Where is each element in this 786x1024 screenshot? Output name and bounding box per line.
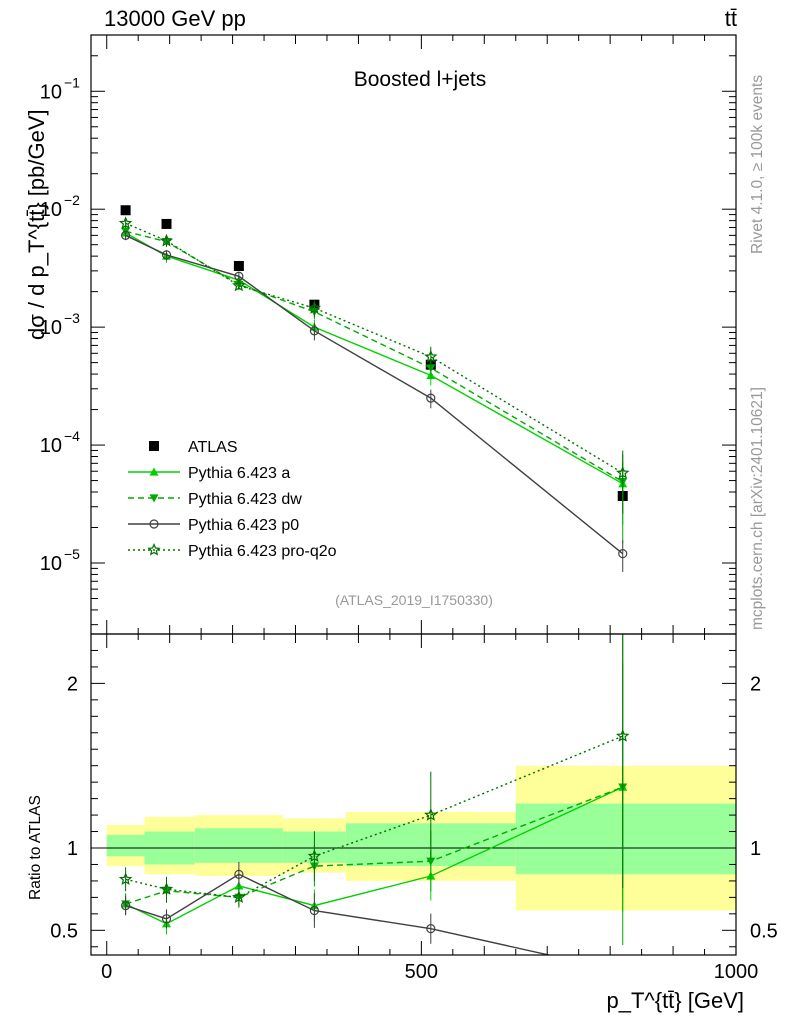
ratio-panel-series (118, 634, 630, 955)
band-green-bin (515, 803, 736, 875)
analysis-tag: (ATLAS_2019_I1750330) (335, 592, 493, 608)
band-green-bin (106, 834, 145, 857)
plot-title: Boosted l+jets (354, 68, 487, 91)
ratio-point-pythia-6-423-pro-q2o (232, 890, 246, 904)
point-pythia-6-423-pro-q2o (118, 216, 133, 229)
xtick-label: 0 (101, 961, 112, 983)
point-pythia-6-423-pro-q2o (232, 278, 246, 292)
xtick-label: 1000 (714, 961, 759, 983)
bottom-ytick-label-right: 2 (750, 673, 761, 695)
top-ytick-label-exponent: −3 (64, 310, 80, 326)
ratio-point-pythia-6-423-pro-q2o (424, 808, 438, 821)
point-pythia-6-423-p0 (426, 393, 436, 403)
legend: ATLAS Pythia 6.423 a Pythia 6.423 dw Pythia… (128, 439, 337, 560)
top-ytick-label: 10 (40, 435, 62, 457)
side-text-mcplots: mcplots.cern.ch [arXiv:2401.10621] (749, 387, 766, 630)
point-pythia-6-423-p0 (309, 326, 319, 336)
ratio-point-pythia-6-423-pro-q2o (615, 729, 630, 742)
series-line-pythia-6-423-pro-q2o (125, 222, 624, 474)
top-ylabel: dσ / d p_T^{tt̄} [pb/GeV] (24, 109, 49, 340)
ratio-point-pythia-6-423-pro-q2o (118, 872, 133, 885)
top-ytick-label: 10 (40, 199, 62, 221)
legend-marker-pythia-6-423-p0 (149, 519, 159, 529)
ratio-point-pythia-6-423-p0 (234, 869, 244, 879)
legend-marker-pythia-6-423-pro-q2o (147, 542, 161, 556)
header-energy: 13000 GeV pp (104, 6, 246, 31)
legend-label-pythia-6-423-a: Pythia 6.423 a (188, 465, 290, 482)
ratio-point-pythia-6-423-pro-q2o (159, 882, 174, 895)
legend-label-pythia-6-423-dw: Pythia 6.423 dw (188, 491, 302, 508)
legend-label-pythia-6-423-pro-q2o: Pythia 6.423 pro-q2o (188, 543, 337, 560)
header-process: tt̄ (725, 6, 737, 31)
bottom-ytick-label: 1 (67, 838, 78, 860)
top-ytick-label: 10 (40, 553, 62, 575)
ratio-point-pythia-6-423-p0 (121, 901, 131, 911)
ratio-point-pythia-6-423-pro-q2o (307, 849, 322, 862)
top-ytick-label: 10 (40, 81, 62, 103)
legend-marker-pythia-6-423-a (149, 467, 159, 476)
point-atlas (120, 205, 131, 216)
ratio-line-pythia-6-423-pro-q2o (125, 735, 623, 899)
band-green-bin (194, 828, 283, 863)
bottom-ytick-label: 2 (67, 673, 78, 695)
bottom-ytick-label-right: 0.5 (750, 920, 778, 942)
ratio-point-pythia-6-423-p0 (161, 914, 172, 924)
bottom-ylabel: Ratio to ATLAS (27, 795, 44, 900)
bottom-ytick-label-right: 1 (750, 838, 761, 860)
series-line-pythia-6-423-dw (125, 230, 624, 483)
point-pythia-6-423-pro-q2o (159, 233, 174, 247)
legend-label-pythia-6-423-p0: Pythia 6.423 p0 (188, 517, 299, 534)
point-pythia-6-423-p0 (121, 230, 131, 240)
side-text-rivet: Rivet 4.1.0, ≥ 100k events (749, 75, 766, 254)
top-ytick-label-exponent: −4 (64, 428, 80, 444)
top-ytick-label-exponent: −1 (64, 74, 80, 90)
xlabel: p_T^{tt̄} [GeV] (606, 988, 744, 1013)
ratio-point-pythia-6-423-p0 (426, 924, 436, 934)
ratio-line-pythia-6-423-a (125, 786, 623, 925)
point-pythia-6-423-p0 (618, 549, 628, 559)
top-panel-series (118, 205, 630, 572)
top-ytick-label-exponent: −5 (64, 546, 80, 562)
legend-marker-atlas (149, 441, 159, 451)
uncertainty-bands (91, 765, 736, 911)
ratio-point-pythia-6-423-p0 (309, 905, 319, 916)
point-pythia-6-423-pro-q2o (307, 301, 322, 314)
axes-frame: 10−510−410−310−210 −10.5 0.51 12 20 500 1000 (40, 34, 778, 983)
bottom-panel-frame (90, 633, 737, 956)
ratio-point-pythia-6-423-dw (426, 857, 436, 866)
top-ytick-label: 10 (40, 317, 62, 339)
point-pythia-6-423-p0 (161, 250, 172, 260)
bottom-ytick-label: 0.5 (50, 920, 78, 942)
ratio-line-pythia-6-423-dw (125, 786, 623, 905)
legend-marker-pythia-6-423-dw (149, 494, 159, 503)
point-pythia-6-423-pro-q2o (615, 465, 630, 479)
top-ytick-label-exponent: −2 (64, 192, 80, 208)
xtick-label: 500 (405, 961, 438, 983)
point-atlas (233, 260, 244, 271)
series-line-pythia-6-423-p0 (125, 234, 624, 555)
point-atlas (161, 218, 172, 229)
ratio-line-pythia-6-423-p0 (125, 873, 552, 955)
legend-label-atlas: ATLAS (188, 439, 238, 456)
point-pythia-6-423-pro-q2o (424, 349, 438, 363)
